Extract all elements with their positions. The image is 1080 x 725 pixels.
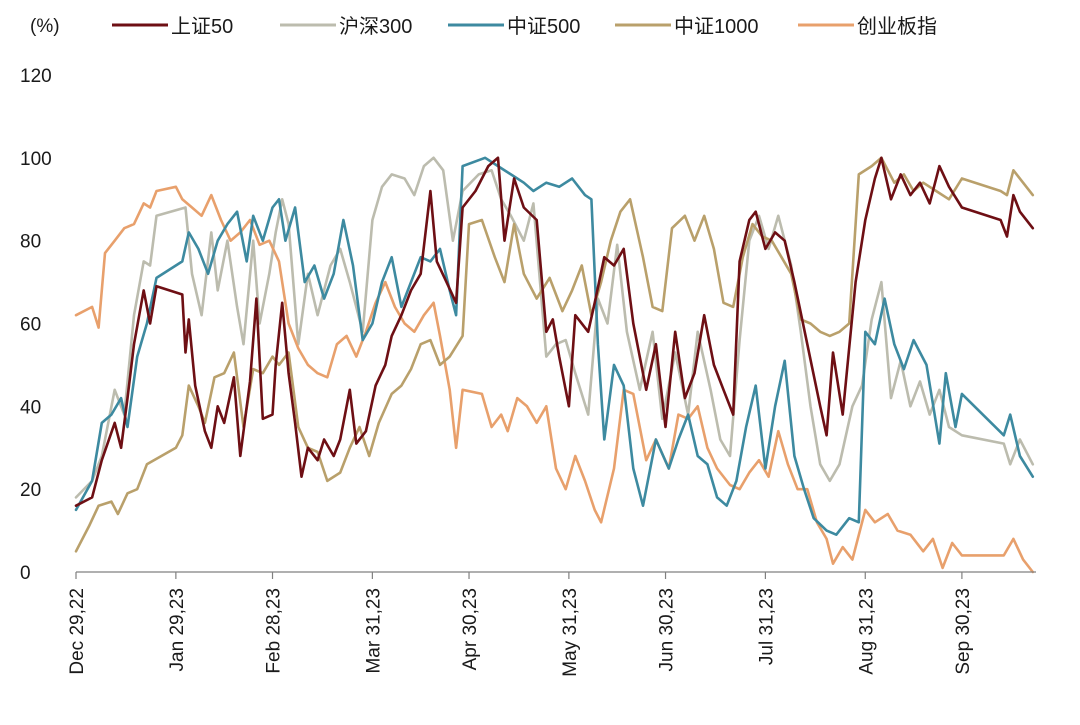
legend-label: 中证1000 [674, 15, 759, 38]
y-axis-unit-label: (%) [30, 16, 60, 37]
x-tick-label: Sep 30,23 [953, 588, 974, 675]
x-tick-label: Jun 30,23 [657, 588, 678, 671]
series-line-5 [74, 185, 1035, 574]
y-axis-ticks: 0 20 40 60 80 100 120 [20, 66, 52, 584]
legend-label: 沪深300 [339, 15, 412, 38]
y-tick-label: 0 [20, 563, 31, 584]
series-line-2 [74, 156, 1035, 499]
legend-label: 创业板指 [857, 15, 937, 38]
x-tick-label: Aug 31,23 [856, 588, 877, 675]
legend: 上证50 沪深300 中证500 中证1000 创业板指 [112, 15, 937, 38]
series-lines [74, 156, 1035, 574]
x-tick-label: Jul 31,23 [756, 588, 777, 665]
y-tick-label: 120 [20, 66, 52, 87]
y-tick-label: 40 [20, 397, 41, 418]
x-tick-label: May 31,23 [560, 588, 581, 677]
x-tick-label: Mar 31,23 [363, 588, 384, 674]
x-axis: Dec 29,22 Jan 29,23 Feb 28,23 Mar 31,23 Apr … [67, 571, 1036, 677]
y-tick-label: 100 [20, 149, 52, 170]
series-line-1 [74, 156, 1035, 507]
series-line-3 [74, 156, 1035, 536]
y-tick-label: 80 [20, 232, 41, 253]
x-tick-label: Jan 29,23 [167, 588, 188, 671]
x-tick-label: Dec 29,22 [67, 588, 88, 675]
legend-label: 中证500 [507, 15, 580, 38]
x-tick-label: Apr 30,23 [460, 588, 481, 670]
y-tick-label: 20 [20, 480, 41, 501]
y-tick-label: 60 [20, 315, 41, 336]
x-tick-label: Feb 28,23 [264, 588, 285, 674]
legend-label: 上证50 [171, 15, 233, 38]
